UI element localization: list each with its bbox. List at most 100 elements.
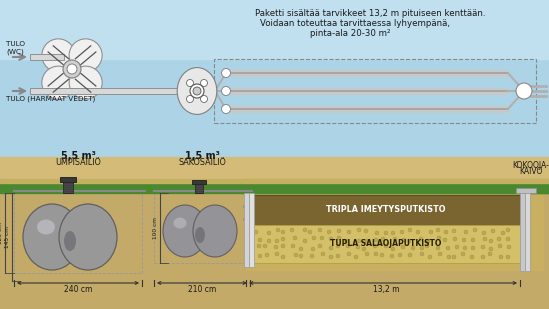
Text: pinta-ala 20-30 m²: pinta-ala 20-30 m² [310,29,390,39]
Circle shape [384,244,388,248]
Circle shape [63,60,81,78]
Circle shape [294,253,298,257]
Circle shape [461,252,465,256]
Bar [14,191,142,273]
Circle shape [497,237,501,241]
Bar [0,183,549,193]
Bar [242,183,549,193]
Circle shape [357,228,361,232]
Text: TULO (HARMAAT VEDET): TULO (HARMAAT VEDET) [6,95,95,101]
Circle shape [265,253,269,257]
Bar [252,225,520,263]
Circle shape [337,229,341,233]
Bar [525,191,530,271]
Circle shape [267,231,271,235]
Circle shape [329,255,333,259]
Circle shape [344,239,348,243]
Circle shape [221,69,231,78]
Circle shape [221,87,231,95]
Bar [249,193,254,267]
Circle shape [482,231,486,235]
Circle shape [398,253,402,257]
Circle shape [291,244,295,248]
Text: 210 cm: 210 cm [188,285,216,294]
Circle shape [310,254,314,258]
Circle shape [437,236,441,240]
Text: 145 cm: 145 cm [5,226,10,248]
Ellipse shape [193,205,237,257]
Text: TUPLA SALAOJAPUTKISTO: TUPLA SALAOJAPUTKISTO [330,239,442,248]
Circle shape [321,252,325,256]
Circle shape [257,244,261,248]
Text: 125 cm: 125 cm [0,222,3,244]
Text: 1,5 m³: 1,5 m³ [184,151,220,161]
Text: KOKOOJA-: KOKOOJA- [513,160,549,170]
Circle shape [281,255,285,259]
Text: SAKOSÄILIÖ: SAKOSÄILIÖ [178,158,226,167]
Bar [244,193,249,267]
Circle shape [436,228,440,232]
Circle shape [506,255,510,259]
Circle shape [463,246,467,250]
Bar [242,179,549,183]
Circle shape [347,252,351,256]
Circle shape [258,238,262,242]
Circle shape [489,247,493,251]
Ellipse shape [59,204,117,270]
Bar [246,191,544,271]
Circle shape [69,39,102,72]
Text: 240 cm: 240 cm [64,285,92,294]
Circle shape [329,246,333,250]
Circle shape [312,236,316,240]
Circle shape [384,231,388,235]
Circle shape [258,254,262,258]
Circle shape [391,247,395,251]
Circle shape [380,253,384,257]
Bar [63,181,73,193]
Circle shape [470,255,474,259]
Circle shape [69,66,102,99]
Circle shape [311,247,315,251]
Circle shape [221,104,231,113]
Circle shape [452,229,456,233]
Circle shape [374,252,378,256]
Circle shape [200,79,208,87]
Circle shape [436,246,440,250]
Bar [154,191,250,263]
Circle shape [401,245,405,249]
Circle shape [516,83,532,99]
Circle shape [327,230,331,234]
Circle shape [274,245,278,249]
Circle shape [267,239,271,243]
Circle shape [299,247,303,251]
Circle shape [446,246,450,250]
Ellipse shape [163,205,207,257]
Circle shape [308,230,312,234]
Circle shape [498,244,502,248]
Circle shape [275,239,279,243]
Circle shape [354,255,358,259]
Circle shape [200,95,208,103]
Bar [195,183,203,193]
Text: 5,5 m³: 5,5 m³ [60,151,96,161]
Circle shape [346,244,350,248]
Text: UMPISÄILIÖ: UMPISÄILIÖ [55,158,101,167]
Circle shape [402,238,406,242]
Text: KAIVO: KAIVO [519,167,543,176]
Circle shape [365,252,369,256]
Circle shape [473,228,477,232]
Circle shape [443,238,447,242]
Text: TRIPLA IMEYTYSPUTKISTO: TRIPLA IMEYTYSPUTKISTO [326,205,446,214]
Circle shape [391,231,395,235]
Circle shape [375,231,379,235]
Circle shape [357,239,361,243]
Bar [30,54,64,60]
Circle shape [190,84,204,98]
Circle shape [488,252,492,256]
Circle shape [411,246,415,250]
Ellipse shape [23,204,81,270]
Circle shape [67,64,77,74]
Circle shape [356,245,360,249]
Circle shape [364,229,368,233]
Bar [0,179,549,183]
